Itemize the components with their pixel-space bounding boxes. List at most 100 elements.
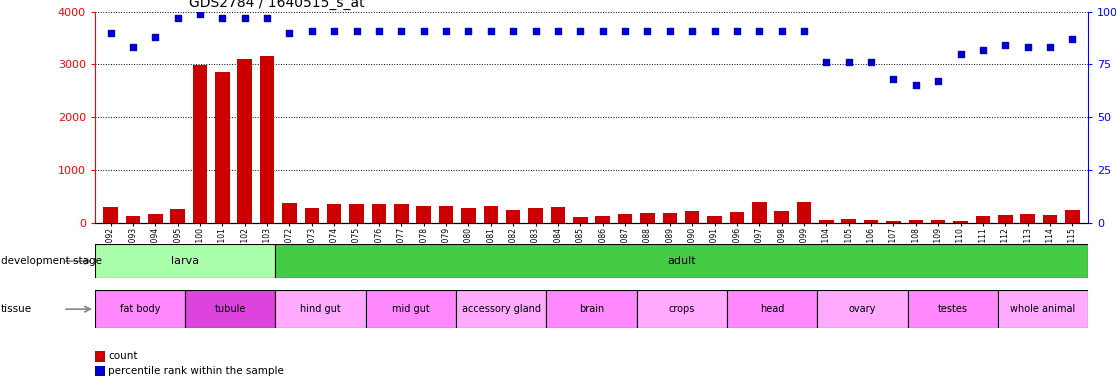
Bar [193,65,208,223]
Bar [456,290,547,328]
Point [280,30,298,36]
Bar [998,290,1088,328]
Bar [636,290,727,328]
Bar [547,290,636,328]
Bar [886,220,901,223]
Bar [238,59,252,223]
Bar [1065,210,1079,223]
Point [549,28,567,34]
Point [638,28,656,34]
Point [235,15,253,21]
Bar [439,206,453,223]
Point [348,28,366,34]
Point [527,28,545,34]
Bar [908,220,923,223]
Bar [185,290,276,328]
Point [191,10,209,17]
Point [907,83,925,89]
Bar [797,202,811,223]
Point [504,28,522,34]
Bar [1042,215,1057,223]
Text: count: count [108,351,137,361]
Bar [126,217,141,223]
Bar [506,210,520,223]
Bar [276,244,1088,278]
Text: fat body: fat body [119,304,161,314]
Bar [596,216,610,223]
Text: whole animal: whole animal [1010,304,1076,314]
Bar [276,290,366,328]
Text: hind gut: hind gut [300,304,341,314]
Bar [327,204,341,223]
Point [750,28,768,34]
Bar [730,212,744,223]
Bar [618,214,633,223]
Bar [148,214,163,223]
Bar [95,290,185,328]
Bar [907,290,998,328]
Text: tissue: tissue [1,304,32,314]
Text: accessory gland: accessory gland [462,304,540,314]
Point [1064,36,1081,42]
Bar [775,210,789,223]
Bar [95,244,276,278]
Text: testes: testes [937,304,968,314]
Text: adult: adult [667,256,696,266]
Bar [641,213,655,223]
Text: GDS2784 / 1640515_s_at: GDS2784 / 1640515_s_at [190,0,365,10]
Bar [461,208,475,223]
Point [393,28,411,34]
Bar [841,219,856,223]
Bar [349,204,364,223]
Bar [282,203,297,223]
Point [772,28,790,34]
Bar [95,366,105,376]
Bar [864,220,878,223]
Point [795,28,812,34]
Point [302,28,320,34]
Point [1041,44,1059,50]
Text: mid gut: mid gut [392,304,430,314]
Bar [104,207,118,223]
Point [705,28,723,34]
Point [661,28,679,34]
Bar [483,206,498,223]
Point [258,15,276,21]
Point [974,46,992,53]
Point [683,28,701,34]
Point [952,51,970,57]
Text: tubule: tubule [214,304,246,314]
Bar [708,216,722,223]
Point [930,78,947,84]
Point [460,28,478,34]
Bar [1020,214,1035,223]
Point [616,28,634,34]
Point [885,76,903,82]
Point [863,59,881,65]
Text: brain: brain [579,304,604,314]
Point [840,59,858,65]
Bar [817,290,907,328]
Bar [305,208,319,223]
Text: ovary: ovary [848,304,876,314]
Point [371,28,388,34]
Bar [663,213,677,223]
Point [594,28,612,34]
Bar [975,217,990,223]
Text: development stage: development stage [1,256,103,266]
Bar [953,220,968,223]
Point [571,28,589,34]
Bar [573,217,587,223]
Point [325,28,343,34]
Bar [372,204,386,223]
Point [415,28,433,34]
Bar [394,204,408,223]
Point [482,28,500,34]
Bar [550,207,565,223]
Bar [727,290,817,328]
Bar [416,206,431,223]
Bar [685,211,700,223]
Point [213,15,231,21]
Bar [366,290,456,328]
Point [817,59,835,65]
